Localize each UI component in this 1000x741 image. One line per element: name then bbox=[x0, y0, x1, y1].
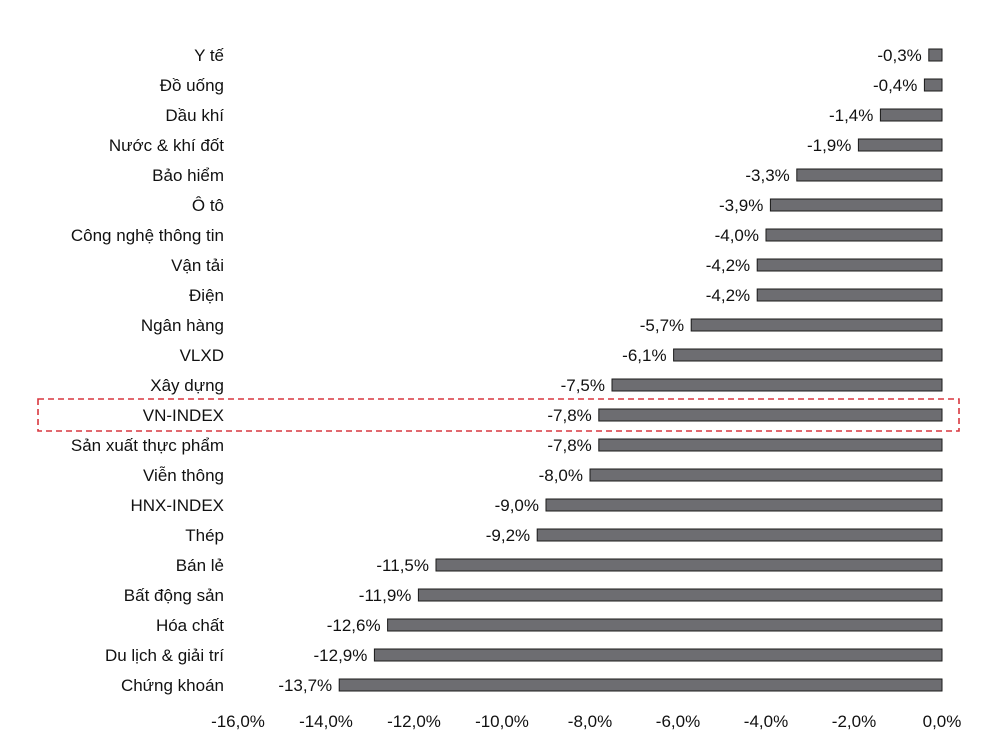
bar bbox=[598, 438, 943, 452]
value-label: -4,2% bbox=[706, 286, 750, 305]
value-label: -6,1% bbox=[622, 346, 666, 365]
category-label: Thép bbox=[185, 526, 224, 545]
value-label: -3,3% bbox=[745, 166, 789, 185]
bar bbox=[536, 528, 943, 542]
value-label: -9,0% bbox=[495, 496, 539, 515]
category-label: Vận tải bbox=[171, 256, 224, 275]
highlight-box bbox=[37, 398, 960, 432]
bar bbox=[673, 348, 943, 362]
value-label: -11,9% bbox=[359, 586, 412, 605]
x-tick-label: -10,0% bbox=[475, 712, 529, 731]
bar bbox=[338, 678, 943, 692]
value-label: -1,9% bbox=[807, 136, 851, 155]
category-label: Bất động sản bbox=[124, 586, 224, 605]
category-label: Xây dựng bbox=[150, 376, 224, 395]
x-tick-label: -16,0% bbox=[211, 712, 265, 731]
bar bbox=[545, 498, 943, 512]
category-label: Điện bbox=[189, 286, 224, 305]
category-label: VLXD bbox=[180, 346, 224, 365]
bar bbox=[387, 618, 943, 632]
value-label: -7,8% bbox=[547, 406, 591, 425]
value-label: -5,7% bbox=[640, 316, 684, 335]
category-label: Đồ uống bbox=[160, 76, 224, 95]
value-label: -12,9% bbox=[314, 646, 368, 665]
value-label: -1,4% bbox=[829, 106, 873, 125]
bar bbox=[373, 648, 943, 662]
x-tick-label: -14,0% bbox=[299, 712, 353, 731]
category-label: Bảo hiểm bbox=[152, 166, 224, 185]
value-label: -9,2% bbox=[486, 526, 530, 545]
value-label: -7,8% bbox=[547, 436, 591, 455]
value-label: -7,5% bbox=[561, 376, 605, 395]
x-tick-label: -8,0% bbox=[568, 712, 612, 731]
x-tick-label: -6,0% bbox=[656, 712, 700, 731]
value-label: -11,5% bbox=[376, 556, 429, 575]
value-label: -8,0% bbox=[539, 466, 583, 485]
category-label: Sản xuất thực phẩm bbox=[71, 436, 224, 455]
bar bbox=[589, 468, 943, 482]
bar bbox=[598, 408, 943, 422]
bar bbox=[435, 558, 943, 572]
category-label: Ngân hàng bbox=[141, 316, 224, 335]
value-label: -0,4% bbox=[873, 76, 917, 95]
bar bbox=[756, 258, 943, 272]
bar bbox=[928, 48, 943, 62]
category-label: Chứng khoán bbox=[121, 676, 224, 695]
x-tick-label: -4,0% bbox=[744, 712, 788, 731]
category-label: Bán lẻ bbox=[176, 556, 224, 575]
category-label: Viễn thông bbox=[143, 466, 224, 485]
x-tick-label: -12,0% bbox=[387, 712, 441, 731]
category-label: Nước & khí đốt bbox=[109, 136, 224, 155]
value-label: -4,0% bbox=[715, 226, 759, 245]
bar bbox=[765, 228, 943, 242]
category-label: Ô tô bbox=[192, 196, 224, 215]
x-tick-label: 0,0% bbox=[923, 712, 962, 731]
bar bbox=[796, 168, 943, 182]
category-label: Y tế bbox=[194, 46, 224, 65]
bar bbox=[690, 318, 943, 332]
bar bbox=[923, 78, 943, 92]
value-label: -0,3% bbox=[877, 46, 921, 65]
x-tick-label: -2,0% bbox=[832, 712, 876, 731]
category-label: Du lịch & giải trí bbox=[105, 646, 224, 665]
category-label: Dầu khí bbox=[165, 106, 224, 125]
bar bbox=[756, 288, 943, 302]
bar bbox=[879, 108, 943, 122]
bar bbox=[857, 138, 943, 152]
value-label: -13,7% bbox=[278, 676, 332, 695]
category-label: HNX-INDEX bbox=[130, 496, 224, 515]
bar bbox=[417, 588, 943, 602]
bar bbox=[611, 378, 943, 392]
category-label: Công nghệ thông tin bbox=[71, 226, 224, 245]
category-label: Hóa chất bbox=[156, 616, 224, 635]
value-label: -12,6% bbox=[327, 616, 381, 635]
value-label: -3,9% bbox=[719, 196, 763, 215]
bar bbox=[769, 198, 943, 212]
category-label: VN-INDEX bbox=[143, 406, 224, 425]
value-label: -4,2% bbox=[706, 256, 750, 275]
